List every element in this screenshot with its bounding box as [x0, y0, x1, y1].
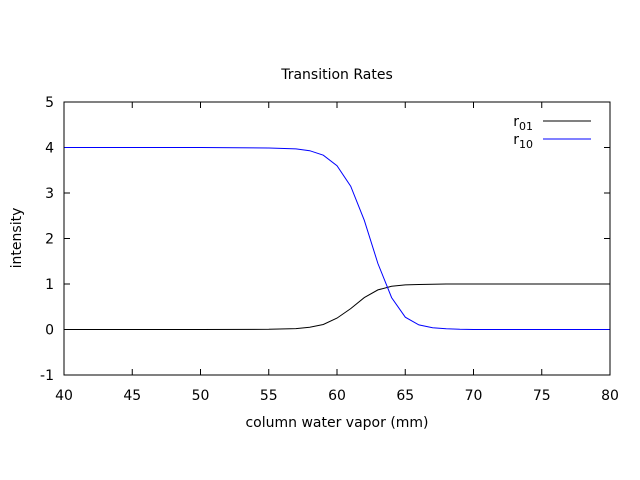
- y-tick-label: -1: [40, 368, 54, 384]
- x-axis-label: column water vapor (mm): [245, 415, 428, 431]
- x-tick-label: 55: [260, 388, 278, 404]
- plot-frame: [63, 101, 611, 376]
- x-tick-label: 60: [328, 388, 346, 404]
- x-tick-label: 65: [396, 388, 414, 404]
- x-tick-label: 75: [533, 388, 551, 404]
- y-tick-label: 0: [45, 323, 54, 339]
- y-axis-label: intensity: [9, 208, 25, 269]
- legend-label-0: r01: [513, 114, 533, 133]
- x-tick-label: 40: [55, 388, 73, 404]
- x-tick-label: 45: [123, 388, 141, 404]
- y-tick-label: 5: [45, 95, 54, 111]
- y-tick-label: 3: [45, 186, 54, 202]
- y-tick-label: 4: [45, 141, 54, 157]
- x-tick-label: 70: [465, 388, 483, 404]
- x-tick-label: 50: [192, 388, 210, 404]
- series-line-0: [64, 283, 610, 330]
- series-line-1: [64, 147, 610, 330]
- y-tick-label: 1: [45, 277, 54, 293]
- legend-label-1: r10: [513, 132, 533, 151]
- x-tick-label: 80: [601, 388, 619, 404]
- series-layer: [64, 147, 610, 330]
- chart-title: Transition Rates: [280, 67, 393, 83]
- y-tick-label: 2: [45, 232, 54, 248]
